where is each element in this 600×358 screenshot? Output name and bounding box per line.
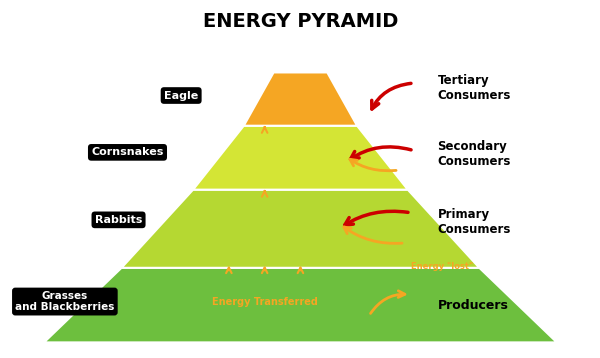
Text: Secondary
Consumers: Secondary Consumers xyxy=(437,140,511,168)
Text: Energy "lost": Energy "lost" xyxy=(411,262,473,271)
Text: Primary
Consumers: Primary Consumers xyxy=(437,208,511,236)
Text: Rabbits: Rabbits xyxy=(95,215,142,225)
Text: Grasses
and Blackberries: Grasses and Blackberries xyxy=(15,291,115,312)
Polygon shape xyxy=(193,126,408,190)
Polygon shape xyxy=(244,72,357,126)
Text: Energy Transferred: Energy Transferred xyxy=(212,296,317,306)
Polygon shape xyxy=(122,190,479,268)
Text: ENERGY PYRAMID: ENERGY PYRAMID xyxy=(203,12,398,31)
Polygon shape xyxy=(44,268,557,342)
Text: Producers: Producers xyxy=(437,299,508,311)
Text: Eagle: Eagle xyxy=(164,91,198,101)
Text: Cornsnakes: Cornsnakes xyxy=(91,147,164,158)
Text: Tertiary
Consumers: Tertiary Consumers xyxy=(437,74,511,102)
